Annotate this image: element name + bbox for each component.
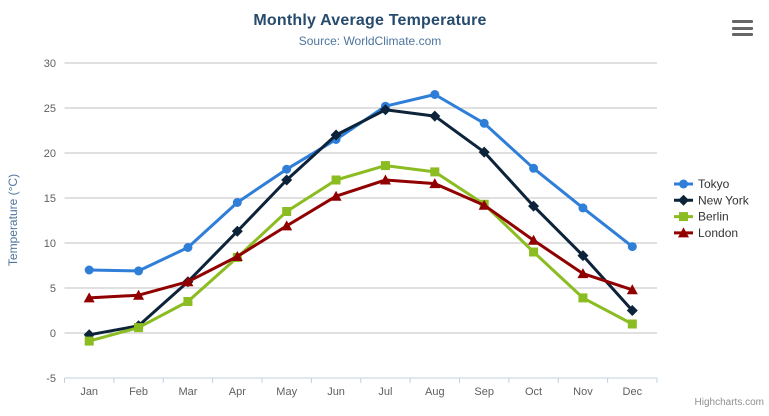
x-axis-tick-label: Oct xyxy=(525,386,542,398)
highcharts-credit-link[interactable]: Highcharts.com xyxy=(694,397,764,408)
series-london[interactable] xyxy=(83,174,638,303)
export-menu-button[interactable] xyxy=(732,20,753,36)
data-point-london-Apr[interactable] xyxy=(231,251,243,261)
series-line-london[interactable] xyxy=(87,178,634,300)
y-axis-tick-label: 5 xyxy=(50,283,56,295)
legend-marker-tokyo xyxy=(679,179,688,189)
data-point-new-york-Nov[interactable] xyxy=(577,250,589,262)
legend-item-london[interactable]: London xyxy=(674,226,738,240)
data-point-london-Mar[interactable] xyxy=(182,276,194,287)
data-point-new-york-Jul[interactable] xyxy=(379,104,391,116)
x-axis: Jan Feb Mar Apr May Jun Jul Aug Sep Oct Nov Dec xyxy=(64,377,658,398)
data-point-berlin-Jul[interactable] xyxy=(380,161,390,171)
data-point-tokyo-Dec[interactable] xyxy=(627,242,637,252)
data-point-berlin-Feb[interactable] xyxy=(134,323,144,333)
series-line-berlin[interactable] xyxy=(87,164,634,343)
data-point-tokyo-Oct[interactable] xyxy=(529,163,539,173)
y-axis-tick-label: 20 xyxy=(44,148,56,160)
data-point-tokyo-Sep[interactable] xyxy=(479,118,489,128)
legend-label-tokyo: Tokyo xyxy=(698,177,730,191)
data-point-london-May[interactable] xyxy=(281,220,293,231)
data-point-berlin-Aug[interactable] xyxy=(430,167,440,177)
legend-label-london: London xyxy=(698,226,738,240)
data-point-tokyo-Aug[interactable] xyxy=(430,90,440,99)
data-point-london-Jul[interactable] xyxy=(379,174,391,185)
legend-marker-london xyxy=(678,227,689,238)
data-point-tokyo-May[interactable] xyxy=(282,164,292,174)
data-point-tokyo-Nov[interactable] xyxy=(578,203,588,213)
data-point-london-Sep[interactable] xyxy=(478,199,490,210)
data-point-new-york-Dec[interactable] xyxy=(626,305,638,316)
y-axis-tick-label: 25 xyxy=(44,103,56,115)
data-point-london-Jan[interactable] xyxy=(83,292,95,303)
x-axis-tick-label: Jul xyxy=(378,386,392,398)
y-axis-tick-label: 15 xyxy=(44,193,56,205)
legend: Tokyo New York Berlin London xyxy=(674,177,750,240)
series-new-york[interactable] xyxy=(83,104,638,341)
x-axis-tick-label: May xyxy=(276,386,297,398)
data-point-tokyo-Jan[interactable] xyxy=(84,265,94,275)
data-point-london-Nov[interactable] xyxy=(577,268,589,279)
data-point-new-york-Sep[interactable] xyxy=(478,146,490,158)
chart-title: Monthly Average Temperature xyxy=(253,12,487,29)
legend-marker-berlin xyxy=(679,212,688,222)
y-axis-tick-label: 10 xyxy=(44,238,56,250)
y-axis-labels: -5 0 5 10 15 20 25 30 xyxy=(44,58,56,385)
x-axis-tick-label: Jun xyxy=(327,386,345,398)
legend-label-berlin: Berlin xyxy=(698,210,729,224)
y-axis-title: Temperature (°C) xyxy=(6,173,20,267)
data-point-tokyo-Mar[interactable] xyxy=(183,243,193,252)
data-point-berlin-Mar[interactable] xyxy=(183,297,193,306)
series-tokyo[interactable] xyxy=(84,90,637,276)
data-point-berlin-May[interactable] xyxy=(282,207,292,216)
data-point-london-Oct[interactable] xyxy=(528,234,540,245)
chart-subtitle: Source: WorldClimate.com xyxy=(298,34,442,48)
x-axis-tick-label: Jan xyxy=(80,386,98,398)
legend-label-new-york: New York xyxy=(698,193,750,207)
data-point-berlin-Jan[interactable] xyxy=(84,336,94,346)
hamburger-icon xyxy=(732,20,753,23)
data-point-berlin-Oct[interactable] xyxy=(529,247,539,257)
y-axis-tick-label: 30 xyxy=(44,58,56,70)
y-axis-tick-label: -5 xyxy=(46,373,56,385)
x-axis-tick-label: Apr xyxy=(229,386,246,398)
data-point-new-york-Oct[interactable] xyxy=(528,200,540,212)
data-point-berlin-Jun[interactable] xyxy=(331,175,341,185)
data-point-new-york-Aug[interactable] xyxy=(429,110,441,122)
x-axis-tick-label: Dec xyxy=(623,386,643,398)
x-axis-tick-label: Mar xyxy=(178,386,197,398)
data-point-london-Dec[interactable] xyxy=(626,284,638,295)
y-axis-tick-label: 0 xyxy=(50,328,56,340)
hamburger-icon xyxy=(732,26,753,30)
hamburger-icon xyxy=(732,33,753,36)
data-point-london-Jun[interactable] xyxy=(330,190,342,201)
x-axis-tick-label: Sep xyxy=(474,386,494,398)
legend-item-new-york[interactable]: New York xyxy=(674,193,750,207)
x-axis-tick-label: Feb xyxy=(129,386,148,398)
data-point-tokyo-Feb[interactable] xyxy=(134,266,144,276)
data-point-london-Feb[interactable] xyxy=(133,289,145,300)
data-point-berlin-Dec[interactable] xyxy=(627,319,637,329)
x-axis-tick-label: Aug xyxy=(425,386,445,398)
series-line-new-york[interactable] xyxy=(87,108,634,337)
x-axis-tick-label: Nov xyxy=(573,386,593,398)
data-point-new-york-May[interactable] xyxy=(281,174,293,186)
legend-item-berlin[interactable]: Berlin xyxy=(674,210,729,224)
data-point-berlin-Nov[interactable] xyxy=(578,293,588,303)
legend-marker-new-york xyxy=(678,194,689,206)
data-point-new-york-Jun[interactable] xyxy=(330,129,342,141)
data-point-tokyo-Apr[interactable] xyxy=(232,198,242,207)
data-point-london-Aug[interactable] xyxy=(429,178,441,189)
data-point-new-york-Apr[interactable] xyxy=(231,225,243,237)
legend-item-tokyo[interactable]: Tokyo xyxy=(674,177,730,191)
